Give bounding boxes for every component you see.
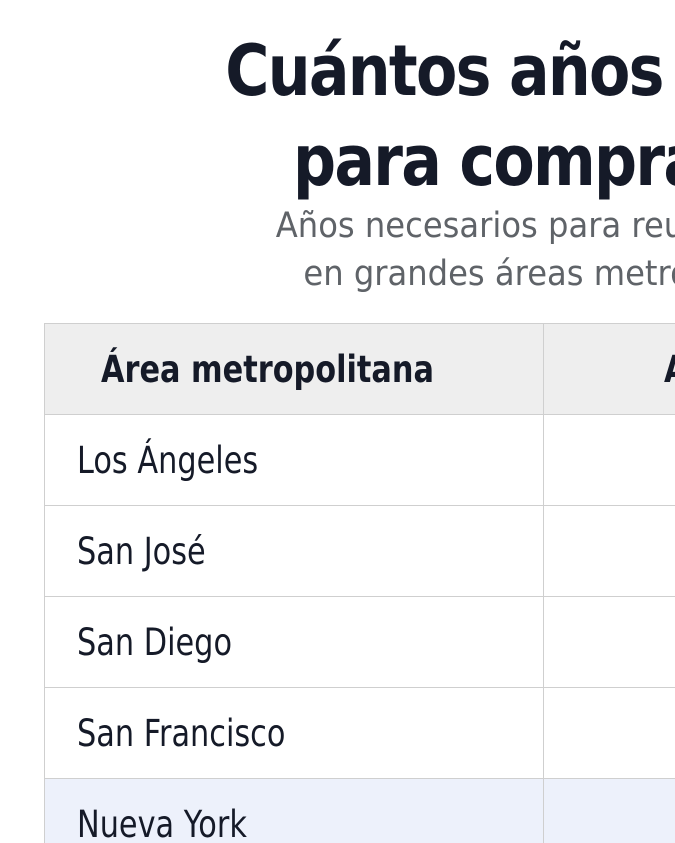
cell-area: San Francisco [44, 687, 544, 779]
subtitle-line-2: en grandes áreas metropolitan [303, 254, 675, 294]
cell-area: San Diego [44, 596, 544, 688]
header-area: Área metropolitana [44, 323, 544, 415]
cell-value [543, 687, 675, 779]
cell-value [543, 778, 675, 843]
cell-area: San José [44, 505, 544, 597]
cell-value [543, 414, 675, 506]
title-line-1: Cuántos años hay q [225, 30, 675, 112]
page-title: Cuántos años hay q para comprar u [0, 26, 675, 206]
subtitle-line-1: Años necesarios para reunir un pa [275, 206, 675, 246]
cell-value [543, 596, 675, 688]
table-header-row: Área metropolitana A [44, 323, 675, 415]
cell-value [543, 505, 675, 597]
table-row: San José [44, 505, 675, 597]
table-row-highlighted: Nueva York [44, 778, 675, 843]
table-row: Los Ángeles [44, 414, 675, 506]
table-row: San Diego [44, 596, 675, 688]
data-table: Área metropolitana A Los Ángeles San Jos… [44, 323, 675, 843]
cell-area: Nueva York [44, 778, 544, 843]
title-line-2: para comprar u [293, 120, 675, 202]
page-subtitle: Años necesarios para reunir un pa en gra… [0, 202, 675, 298]
header-second-column: A [543, 323, 675, 415]
table-row: San Francisco [44, 687, 675, 779]
cell-area: Los Ángeles [44, 414, 544, 506]
